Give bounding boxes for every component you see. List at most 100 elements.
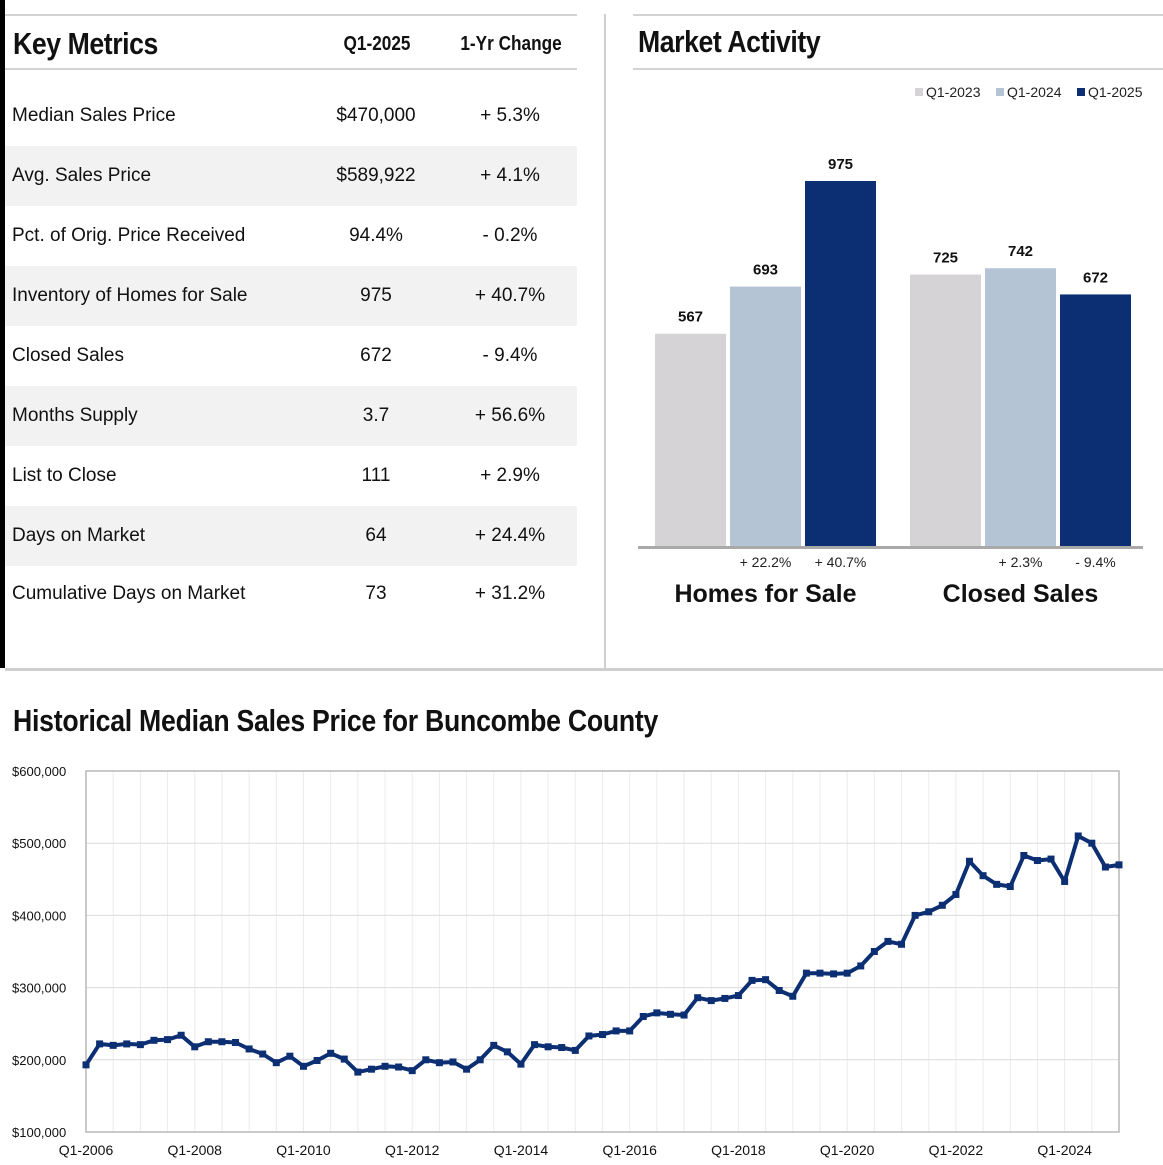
- data-point: [327, 1049, 335, 1057]
- data-point: [884, 937, 892, 945]
- data-point: [435, 1059, 443, 1067]
- metric-label: Avg. Sales Price: [12, 165, 152, 186]
- category-label: Homes for Sale: [674, 580, 856, 608]
- metric-label: Inventory of Homes for Sale: [12, 285, 248, 306]
- market-activity-top-rule: [633, 14, 1163, 16]
- data-point: [232, 1038, 240, 1046]
- metric-label: Median Sales Price: [12, 105, 176, 126]
- data-point: [979, 872, 987, 880]
- legend-swatch: [996, 88, 1004, 96]
- metric-value: 111: [361, 465, 391, 486]
- data-point: [802, 969, 810, 977]
- legend-label: Q1-2024: [1007, 84, 1062, 100]
- data-point: [857, 962, 865, 970]
- data-point: [1115, 861, 1123, 869]
- metric-label: Pct. of Orig. Price Received: [12, 225, 246, 246]
- metric-row: Avg. Sales Price $589,922 + 4.1%: [5, 146, 577, 206]
- historical-median-price-line-chart: $100,000 $200,000 $300,000 $400,000 $500,000…: [12, 764, 1123, 1158]
- metric-label: Months Supply: [12, 405, 138, 426]
- data-point: [463, 1065, 471, 1073]
- data-point: [109, 1041, 117, 1049]
- key-metrics-rows: Median Sales Price $470,000 + 5.3% Avg. …: [5, 86, 577, 622]
- data-point: [544, 1043, 552, 1051]
- bar-value-label: 567: [678, 309, 703, 326]
- metric-row: Days on Market 64 + 24.4%: [5, 506, 577, 566]
- data-point: [789, 992, 797, 1000]
- data-point: [571, 1046, 579, 1054]
- data-point: [952, 890, 960, 898]
- data-point: [136, 1041, 144, 1049]
- market-activity-bar-chart: Q1-2023 Q1-2024 Q1-2025 567 693 975 + 22.2% + 4…: [638, 84, 1143, 608]
- data-point: [965, 857, 973, 865]
- key-metrics-title: Key Metrics: [13, 26, 158, 61]
- data-point: [830, 970, 838, 978]
- data-point: [680, 1011, 688, 1019]
- data-point: [191, 1043, 199, 1051]
- data-point: [775, 986, 783, 994]
- x-tick-label: Q1-2008: [167, 1142, 222, 1158]
- metric-change: + 24.4%: [474, 525, 546, 546]
- x-tick-label: Q1-2016: [602, 1142, 657, 1158]
- data-point: [1061, 877, 1069, 885]
- data-point: [503, 1048, 511, 1056]
- data-point: [517, 1060, 525, 1068]
- bar-value-label: 975: [828, 156, 853, 173]
- data-point: [707, 997, 715, 1005]
- metric-row: Inventory of Homes for Sale 975 + 40.7%: [5, 266, 577, 326]
- legend-label: Q1-2023: [926, 84, 981, 100]
- metric-value: 3.7: [362, 405, 390, 426]
- bar: [1060, 294, 1131, 546]
- bar: [910, 274, 981, 546]
- bar-value-label: 725: [933, 250, 958, 267]
- metric-row: Pct. of Orig. Price Received 94.4% - 0.2…: [5, 206, 577, 266]
- x-tick-label: Q1-2024: [1037, 1142, 1092, 1158]
- historical-chart-title: Historical Median Sales Price for Buncom…: [13, 703, 659, 738]
- bar: [985, 268, 1056, 546]
- data-point: [721, 994, 729, 1002]
- data-point: [558, 1044, 566, 1052]
- x-tick-label: Q1-2014: [494, 1142, 549, 1158]
- data-point: [340, 1055, 348, 1063]
- metric-label: List to Close: [12, 465, 117, 486]
- key-metrics-top-rule: [5, 14, 577, 16]
- data-point: [666, 1010, 674, 1018]
- data-point: [925, 908, 933, 916]
- column-header-change: 1-Yr Change: [460, 33, 562, 55]
- y-tick-label: $100,000: [12, 1125, 66, 1140]
- data-point: [531, 1041, 539, 1049]
- x-tick-label: Q1-2010: [276, 1142, 331, 1158]
- x-tick-label: Q1-2018: [711, 1142, 766, 1158]
- metric-row: Median Sales Price $470,000 + 5.3%: [5, 86, 577, 146]
- data-point: [204, 1038, 212, 1046]
- change-label: + 40.7%: [815, 554, 867, 570]
- data-point: [299, 1062, 307, 1070]
- data-point: [734, 992, 742, 1000]
- data-point: [313, 1057, 321, 1065]
- metric-change: - 0.2%: [482, 225, 538, 246]
- data-point: [82, 1061, 90, 1069]
- change-label: - 9.4%: [1075, 554, 1115, 570]
- category-label: Closed Sales: [943, 580, 1099, 608]
- data-point: [150, 1036, 158, 1044]
- data-point: [218, 1038, 226, 1046]
- horizontal-divider: [5, 668, 1163, 671]
- market-activity-title-rule: [633, 68, 1163, 70]
- bar: [730, 286, 801, 546]
- data-point: [272, 1059, 280, 1067]
- data-point: [381, 1062, 389, 1070]
- metric-change: + 4.1%: [480, 165, 540, 186]
- data-point: [1047, 855, 1055, 863]
- key-metrics-panel: Key Metrics Q1-2025 1-Yr Change Median S…: [5, 14, 577, 622]
- metric-row: Months Supply 3.7 + 56.6%: [5, 386, 577, 446]
- data-point: [408, 1067, 416, 1075]
- data-point: [177, 1031, 185, 1039]
- data-point: [422, 1056, 430, 1064]
- data-point: [870, 948, 878, 955]
- metric-change: + 40.7%: [474, 285, 546, 306]
- data-point: [490, 1041, 498, 1049]
- data-point: [762, 976, 770, 984]
- y-tick-label: $600,000: [12, 764, 66, 779]
- metric-value: 94.4%: [349, 225, 403, 246]
- metric-label: Cumulative Days on Market: [12, 583, 246, 604]
- data-point: [626, 1027, 634, 1035]
